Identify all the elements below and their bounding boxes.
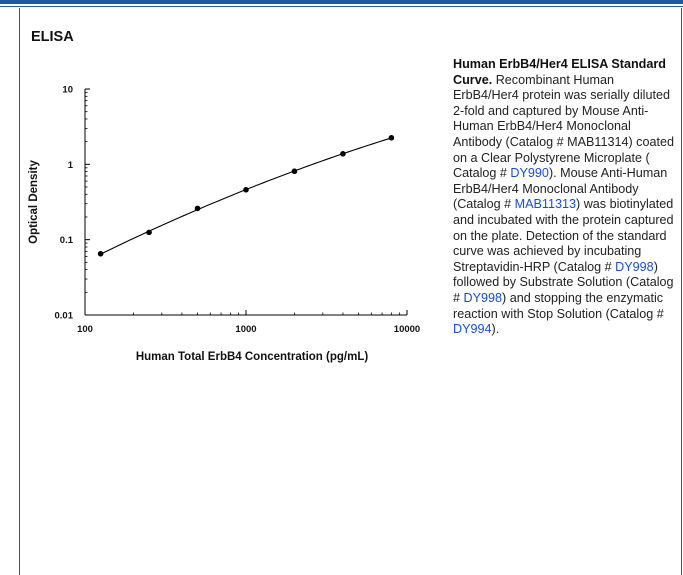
data-points: [97, 135, 395, 257]
standard-curve-line: [100, 137, 392, 255]
y-tick-label: 0.01: [55, 311, 74, 322]
y-tick-label: 0.1: [60, 235, 74, 246]
header-rule: [0, 6, 683, 7]
catalog-link[interactable]: DY994: [453, 322, 492, 337]
caption-text: ) and stopping the enzymatic reaction wi…: [453, 290, 664, 321]
catalog-link[interactable]: DY990: [510, 166, 549, 181]
caption-text: Recombinant Human ErbB4/Her4 protein was…: [453, 72, 674, 181]
caption-text: ) followed by Substrate Solution (Catalo…: [453, 259, 674, 305]
caption-text: ). Mouse Anti-Human ErbB4/Her4 Monoclona…: [453, 166, 668, 212]
data-point: [243, 186, 249, 193]
y-tick-label: 10: [62, 85, 73, 96]
catalog-link[interactable]: MAB11313: [514, 197, 576, 212]
data-point: [388, 135, 395, 141]
standard-curve-chart: 0.01 0.1 1 10 100 1000 10000 Human Total ErbB4…: [28, 85, 421, 364]
data-point: [146, 229, 152, 236]
chart-axes: 0.01 0.1 1 10 100 1000 10000: [55, 85, 421, 336]
y-tick-label: 1: [68, 160, 74, 171]
caption-text: ).: [491, 322, 500, 337]
data-point: [97, 250, 104, 257]
caption-text: ) was biotinylated and incubated with th…: [453, 197, 674, 274]
y-axis-title: Optical Density: [28, 160, 40, 244]
data-point: [340, 150, 346, 157]
x-tick-label: 100: [77, 324, 93, 335]
data-point: [291, 168, 298, 175]
x-tick-label: 10000: [394, 324, 420, 335]
section-title: ELISA: [31, 29, 74, 45]
figure-caption: Human ErbB4/Her4 ELISA Standard Curve. R…: [453, 57, 675, 338]
data-point: [194, 205, 201, 212]
caption-body: Recombinant Human ErbB4/Her4 protein was…: [453, 73, 674, 337]
content-frame: [19, 8, 682, 575]
header-bar: [0, 0, 683, 4]
x-axis-title: Human Total ErbB4 Concentration (pg/mL): [136, 351, 369, 363]
catalog-link[interactable]: DY998: [463, 290, 503, 305]
catalog-link[interactable]: DY998: [615, 259, 654, 274]
x-tick-label: 1000: [235, 324, 256, 335]
fit-curve: [100, 137, 392, 255]
caption-title: Human ErbB4/Her4 ELISA Standard Curve.: [453, 57, 666, 87]
